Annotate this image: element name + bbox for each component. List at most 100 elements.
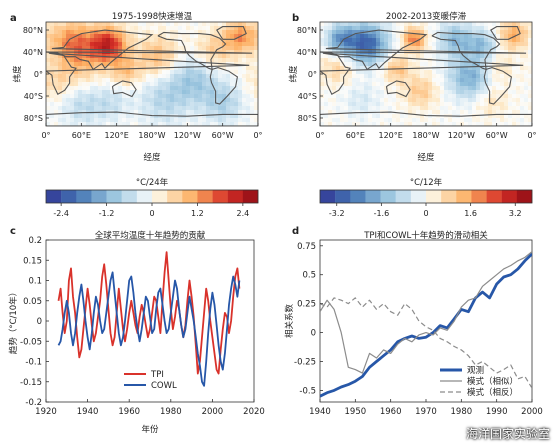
map-cell: [404, 74, 409, 79]
y-tick-label: 40°N: [23, 48, 43, 57]
panel-a-colorbar-label: °C/24年: [136, 177, 169, 188]
y-tick-label: -0.5: [299, 386, 316, 396]
map-cell: [246, 118, 251, 123]
map-cell: [222, 54, 227, 59]
map-cell: [496, 42, 501, 47]
map-cell: [178, 62, 183, 67]
map-cell: [320, 38, 325, 43]
map-cell: [218, 78, 223, 83]
map-cell: [360, 82, 365, 87]
map-cell: [170, 62, 175, 67]
map-cell: [130, 122, 135, 126]
map-cell: [202, 58, 207, 63]
map-cell: [416, 74, 421, 79]
map-cell: [226, 102, 231, 107]
map-cell: [380, 46, 385, 51]
map-cell: [198, 106, 203, 111]
map-cell: [332, 34, 337, 39]
map-cell: [368, 98, 373, 103]
map-cell: [448, 42, 453, 47]
map-cell: [464, 74, 469, 79]
map-cell: [170, 102, 175, 107]
map-cell: [186, 54, 191, 59]
map-cell: [122, 86, 127, 91]
map-cell: [440, 118, 445, 123]
map-cell: [134, 54, 139, 59]
map-cell: [150, 46, 155, 51]
map-cell: [66, 46, 71, 51]
map-cell: [94, 78, 99, 83]
x-tick-label: 1970: [415, 407, 437, 417]
map-cell: [528, 118, 532, 123]
map-cell: [388, 66, 393, 71]
map-cell: [46, 30, 51, 35]
map-cell: [512, 62, 517, 67]
map-cell: [420, 122, 425, 126]
map-cell: [360, 102, 365, 107]
map-cell: [202, 94, 207, 99]
legend-label-2: 模式（相反）: [467, 387, 518, 398]
map-cell: [222, 114, 227, 119]
map-cell: [178, 46, 183, 51]
map-cell: [500, 106, 505, 111]
map-cell: [162, 94, 167, 99]
colorbar-segment: [46, 190, 62, 203]
map-cell: [524, 74, 529, 79]
map-cell: [110, 38, 115, 43]
map-cell: [206, 118, 211, 123]
map-cell: [328, 74, 333, 79]
map-cell: [356, 82, 361, 87]
map-cell: [126, 90, 131, 95]
map-cell: [86, 38, 91, 43]
map-cell: [226, 70, 231, 75]
map-cell: [388, 22, 393, 27]
map-cell: [468, 38, 473, 43]
map-cell: [500, 86, 505, 91]
map-cell: [66, 58, 71, 63]
map-cell: [352, 46, 357, 51]
map-cell: [488, 78, 493, 83]
map-cell: [420, 38, 425, 43]
map-cell: [460, 110, 465, 115]
map-cell: [114, 98, 119, 103]
map-cell: [468, 82, 473, 87]
map-cell: [158, 54, 163, 59]
map-cell: [376, 42, 381, 47]
map-cell: [54, 62, 59, 67]
map-cell: [356, 122, 361, 126]
map-cell: [508, 102, 513, 107]
map-cell: [62, 90, 67, 95]
map-cell: [206, 94, 211, 99]
map-cell: [58, 90, 63, 95]
y-tick-label: 0.25: [297, 300, 316, 310]
map-cell: [182, 94, 187, 99]
coastline: [320, 29, 527, 71]
map-cell: [230, 54, 235, 59]
map-cell: [206, 78, 211, 83]
map-cell: [424, 22, 429, 27]
map-cell: [412, 54, 417, 59]
map-cell: [250, 74, 255, 79]
y-tick-label: 40°N: [297, 48, 317, 57]
map-cell: [364, 70, 369, 75]
map-cell: [488, 106, 493, 111]
map-cell: [500, 58, 505, 63]
map-cell: [356, 66, 361, 71]
map-cell: [340, 94, 345, 99]
panel-c-plot: [57, 251, 241, 387]
map-cell: [412, 38, 417, 43]
map-cell: [476, 62, 481, 67]
map-cell: [448, 94, 453, 99]
map-cell: [324, 34, 329, 39]
map-cell: [162, 106, 167, 111]
coastline: [483, 67, 513, 105]
map-cell: [170, 86, 175, 91]
map-cell: [356, 62, 361, 67]
map-cell: [456, 110, 461, 115]
map-cell: [424, 42, 429, 47]
colorbar-tick-label: 3.2: [509, 209, 522, 218]
map-cell: [436, 42, 441, 47]
map-cell: [412, 58, 417, 63]
map-cell: [448, 82, 453, 87]
map-cell: [142, 122, 147, 126]
